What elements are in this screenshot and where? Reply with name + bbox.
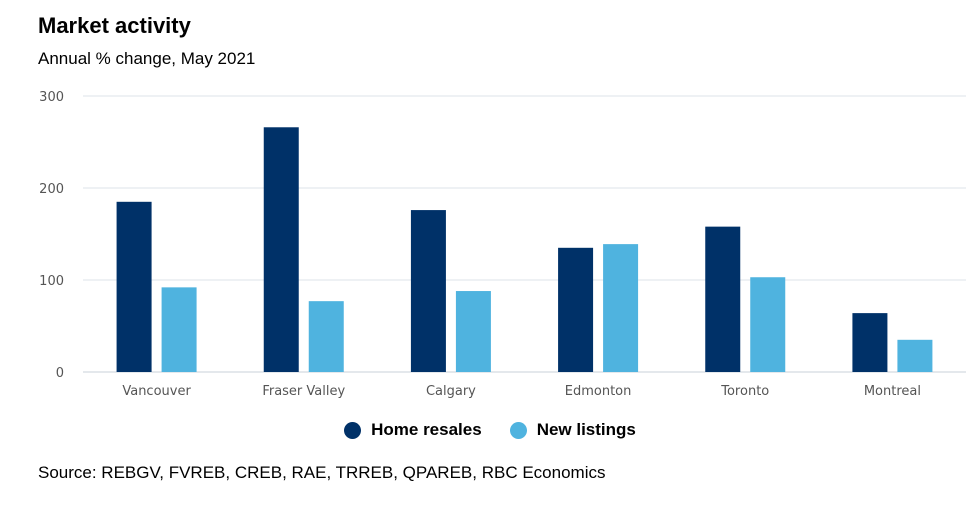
bar-home-resales [705,226,741,372]
legend: Home resales New listings [0,420,980,440]
y-tick-label: 100 [39,274,64,289]
bar-new-listings [603,244,639,372]
x-tick-label: Calgary [426,384,476,399]
bar-new-listings [897,339,933,372]
bar-new-listings [455,291,491,372]
bar-new-listings [161,287,197,372]
x-tick-label: Vancouver [122,384,191,399]
x-tick-label: Montreal [864,384,921,399]
bar-new-listings [308,301,344,372]
legend-item-home-resales[interactable]: Home resales [344,420,482,440]
bar-new-listings [750,277,786,372]
source-note: Source: REBGV, FVREB, CREB, RAE, TRREB, … [38,463,606,482]
y-tick-label: 0 [56,366,64,381]
legend-label-home-resales: Home resales [371,420,482,439]
legend-swatch-home-resales [344,421,362,439]
bar-chart: 0 100 200 300 Vancouver Fraser Valley Calgary E… [39,90,966,399]
bar-home-resales [558,247,594,372]
x-tick-label: Edmonton [565,384,632,399]
legend-swatch-new-listings [509,421,527,439]
y-tick-label: 200 [39,182,64,197]
bar-home-resales [410,210,446,372]
bar-home-resales [852,313,888,372]
legend-item-new-listings[interactable]: New listings [509,420,636,440]
y-tick-label: 300 [39,90,64,105]
legend-label-new-listings: New listings [536,420,636,439]
bar-home-resales [116,201,152,372]
bar-home-resales [263,127,299,372]
x-tick-label: Toronto [720,384,769,399]
chart-subtitle: Annual % change, May 2021 [38,49,256,68]
x-tick-label: Fraser Valley [262,384,345,399]
chart-title: Market activity [38,13,191,38]
